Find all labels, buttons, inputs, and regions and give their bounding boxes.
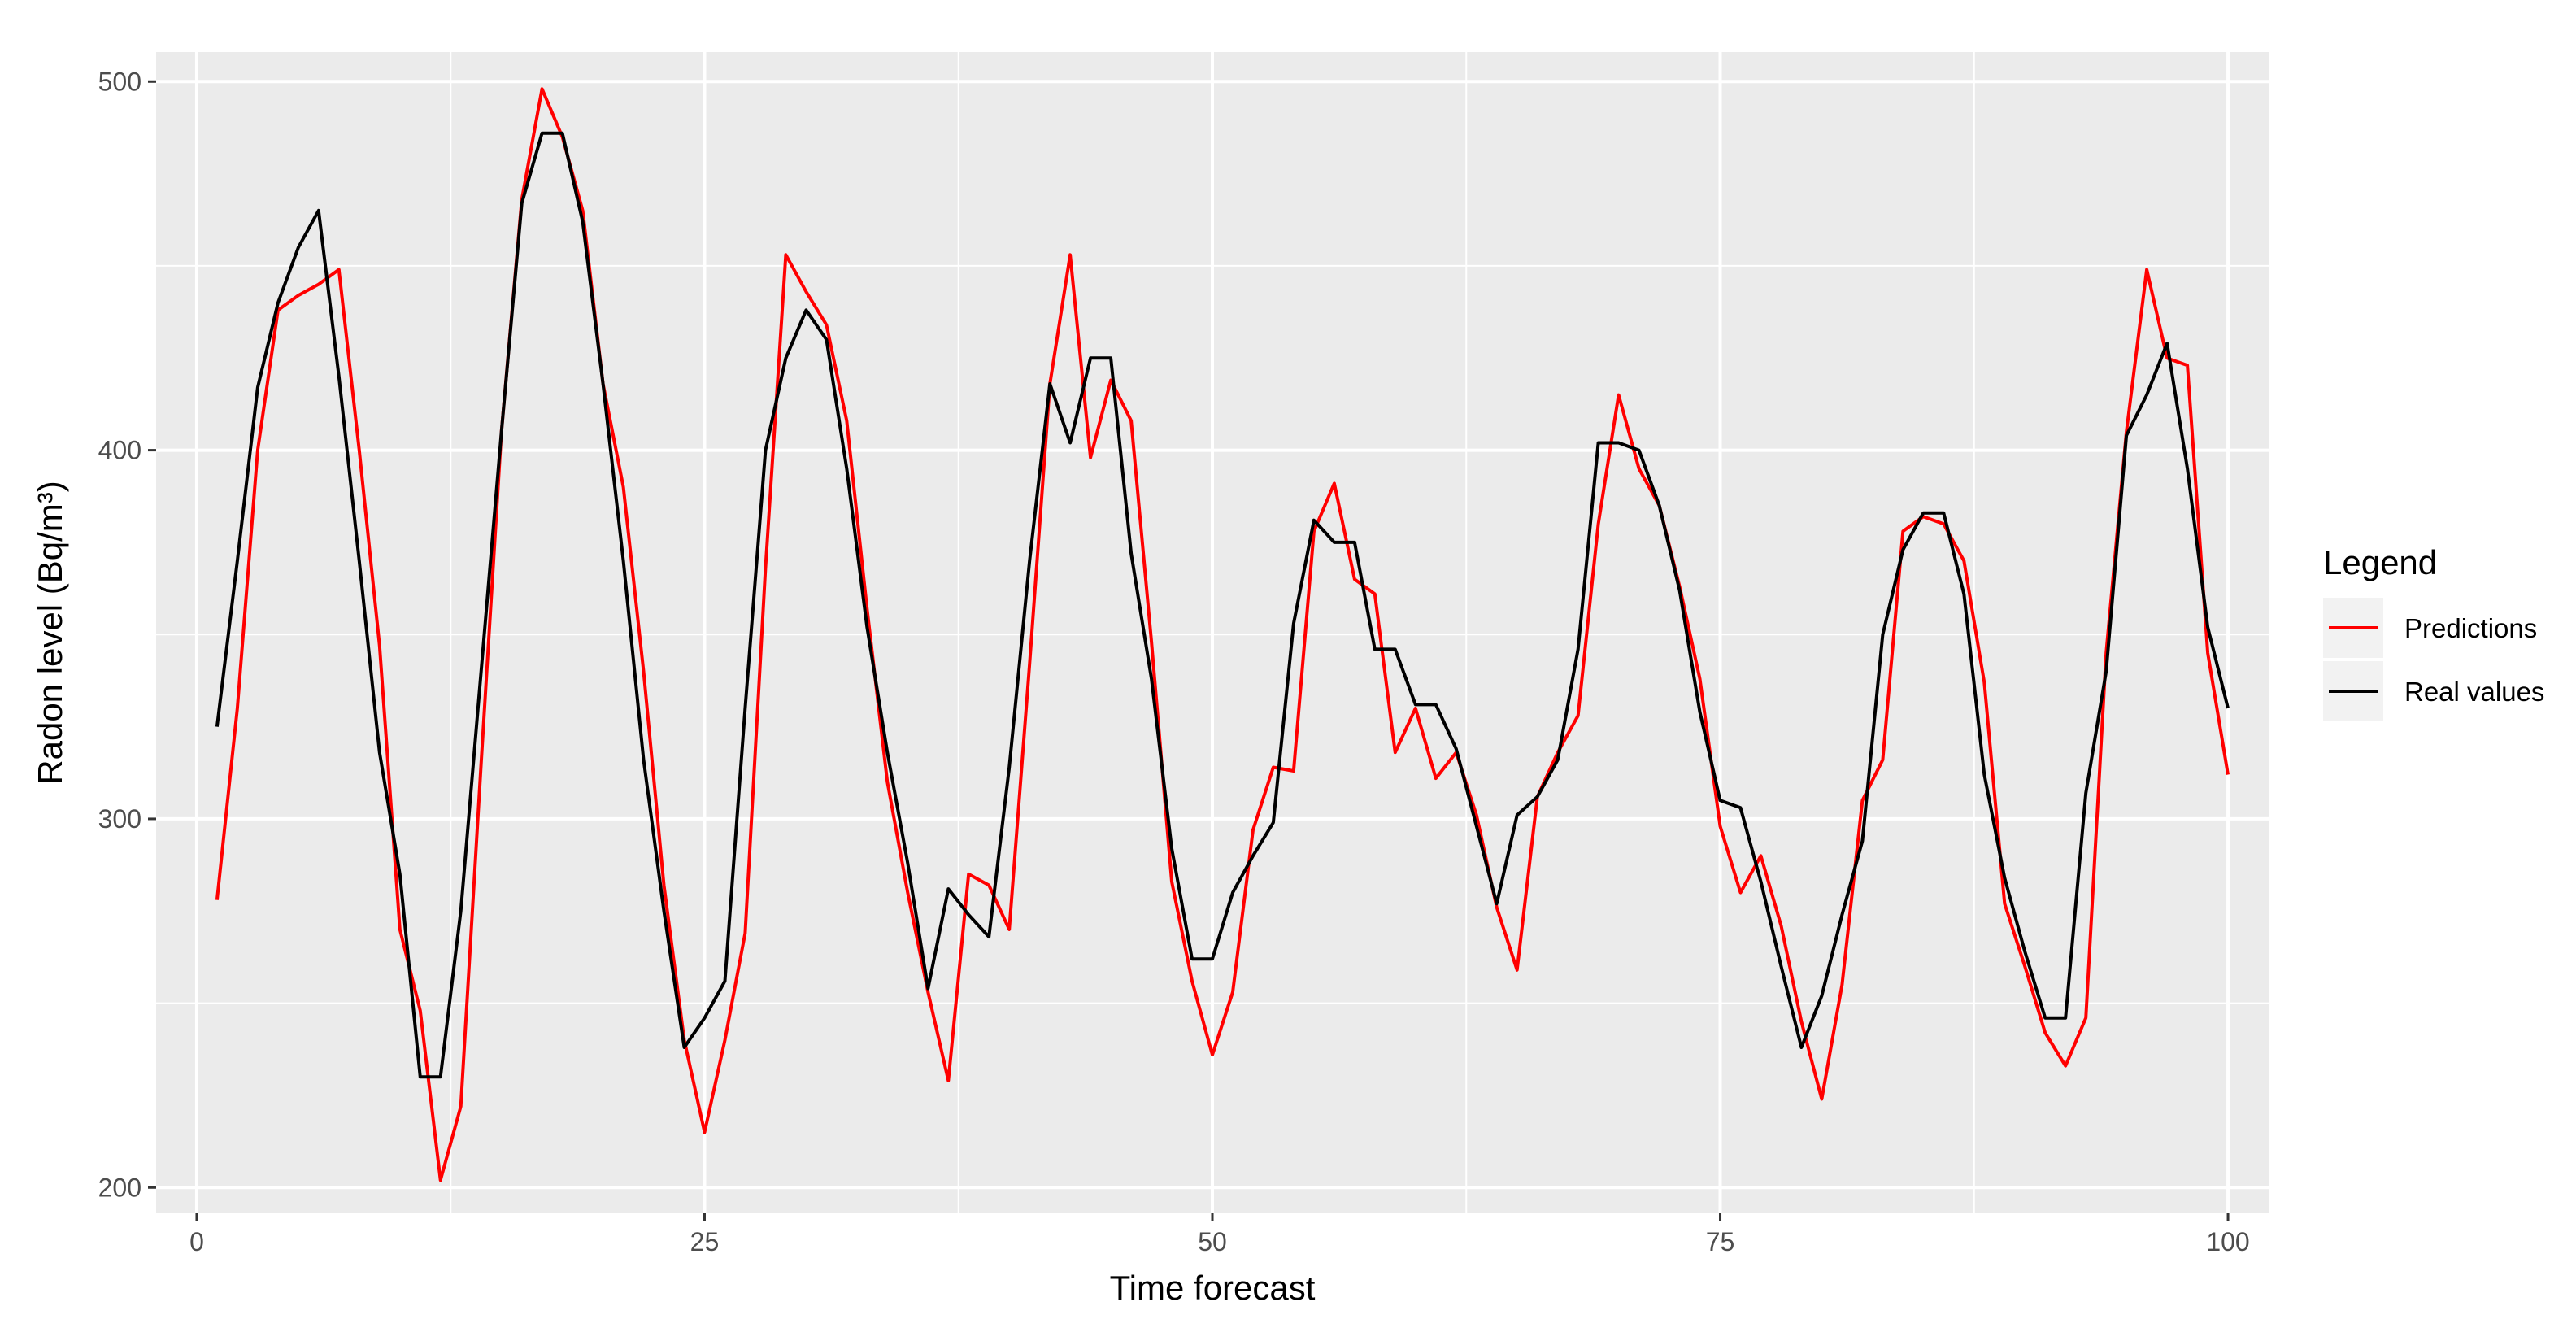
legend-title: Legend xyxy=(2323,543,2437,581)
legend-label-real-values: Real values xyxy=(2404,677,2544,707)
legend: Legend Predictions Real values xyxy=(2323,543,2544,721)
series-line-predictions xyxy=(215,87,2230,1182)
y-tick-label: 500 xyxy=(98,67,141,96)
x-tick-label: 100 xyxy=(2206,1227,2249,1256)
series-line-real-values xyxy=(215,131,2230,1079)
y-axis-ticks: 200 300 400 500 xyxy=(98,67,156,1202)
x-axis-title: Time forecast xyxy=(1110,1269,1316,1307)
x-tick-label: 0 xyxy=(189,1227,204,1256)
x-tick-label: 50 xyxy=(1198,1227,1227,1256)
x-tick-label: 25 xyxy=(690,1227,720,1256)
legend-items: Predictions Real values xyxy=(2323,598,2544,721)
y-tick-label: 400 xyxy=(98,436,141,465)
series-lines xyxy=(215,87,2230,1182)
x-axis-ticks: 0 25 50 75 100 xyxy=(189,1213,2250,1256)
major-gridlines xyxy=(156,52,2269,1213)
legend-label-predictions: Predictions xyxy=(2404,613,2537,643)
x-tick-label: 75 xyxy=(1706,1227,1735,1256)
y-tick-label: 300 xyxy=(98,804,141,834)
y-tick-label: 200 xyxy=(98,1173,141,1202)
y-axis-title: Radon level (Bq/m³) xyxy=(31,481,69,784)
